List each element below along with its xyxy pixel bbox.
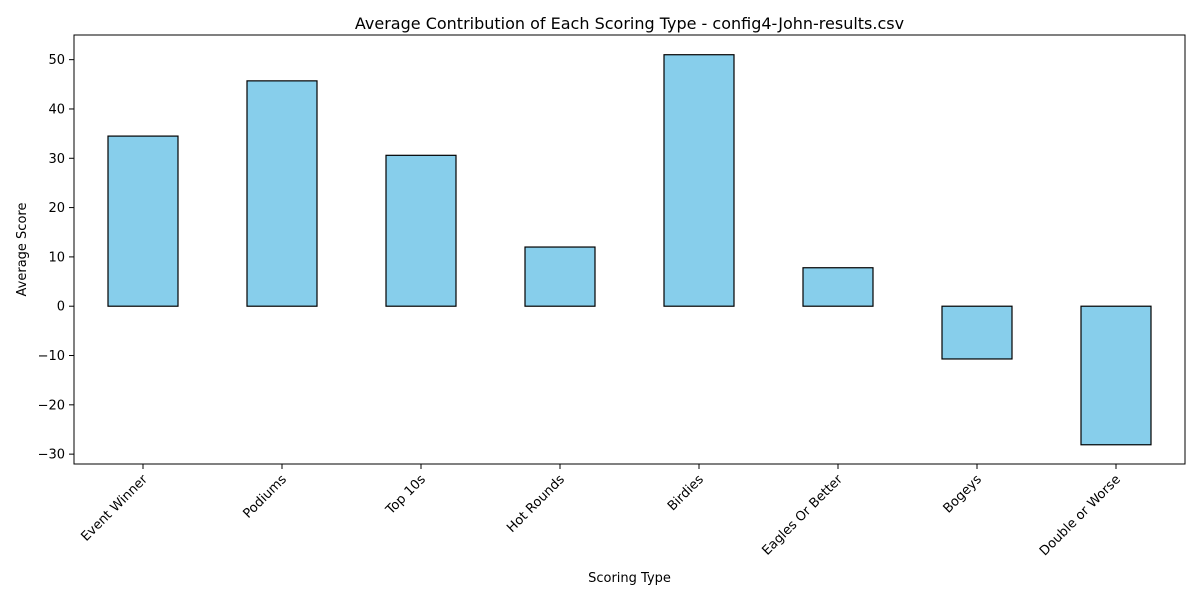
y-axis-label: Average Score [15, 203, 30, 297]
bar-birdies [663, 54, 735, 307]
bar-podiums [246, 80, 318, 307]
y-tick-label: 20 [48, 201, 65, 216]
bars-group [107, 54, 1152, 446]
plot-area-frame [73, 34, 1186, 465]
bar-event-winner [107, 135, 179, 307]
y-tick-label: 50 [48, 53, 65, 68]
bar-bogeys [941, 305, 1013, 360]
y-tick-label: 10 [48, 250, 65, 265]
chart-title: Average Contribution of Each Scoring Typ… [355, 14, 904, 33]
y-tick-label: 0 [57, 300, 65, 315]
bar-eagles-or-better [802, 267, 874, 307]
x-axis-label: Scoring Type [588, 571, 671, 586]
y-tick-label: 40 [48, 102, 65, 117]
y-tick-label: −20 [38, 398, 65, 413]
bar-top-10s [385, 154, 457, 307]
bar-hot-rounds [524, 246, 596, 307]
y-axis-ticks: −30 −20 −10 0 10 20 30 40 50 [38, 53, 74, 463]
y-tick-label: 30 [48, 152, 65, 167]
bar-double-or-worse [1080, 305, 1152, 446]
y-tick-label: −10 [38, 349, 65, 364]
y-tick-label: −30 [38, 448, 65, 463]
